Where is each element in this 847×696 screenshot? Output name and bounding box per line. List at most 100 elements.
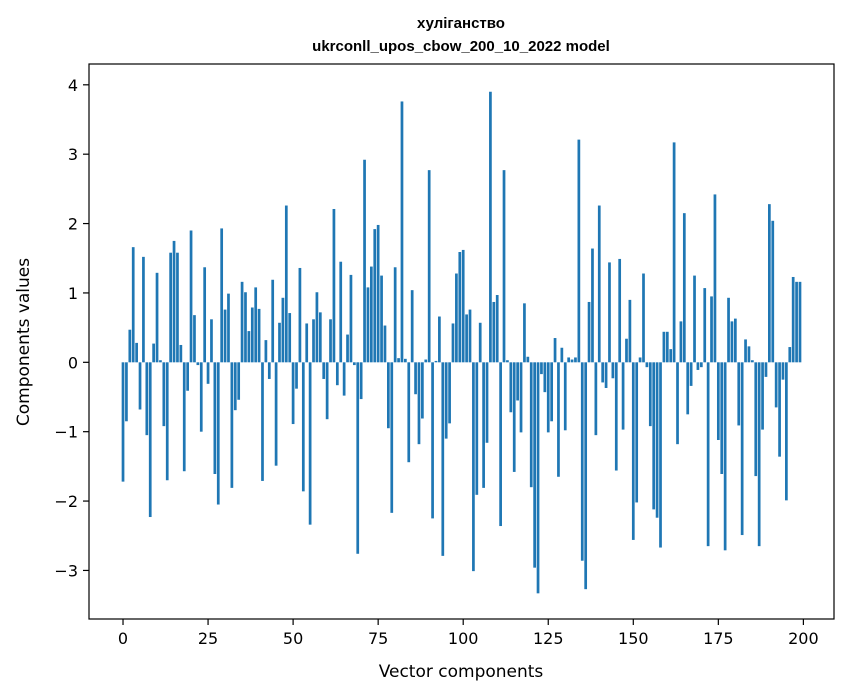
- bar: [788, 347, 792, 363]
- bar: [672, 142, 676, 363]
- bar: [621, 362, 625, 430]
- bar: [744, 339, 747, 363]
- bar: [495, 295, 499, 363]
- x-tick-label: 50: [283, 629, 303, 648]
- bar: [312, 319, 315, 363]
- x-tick-label: 100: [448, 629, 479, 648]
- bar: [400, 101, 404, 363]
- bar: [346, 334, 349, 363]
- bar: [250, 307, 254, 363]
- y-tick-label: 1: [68, 284, 78, 303]
- x-tick-label: 150: [618, 629, 649, 648]
- bar: [614, 362, 618, 471]
- bar: [659, 362, 662, 548]
- bar: [421, 362, 424, 419]
- bar: [159, 360, 162, 363]
- bar: [730, 321, 734, 363]
- bar: [281, 297, 285, 363]
- plot-frame: [88, 63, 835, 620]
- bar: [577, 139, 581, 363]
- bar: [584, 362, 588, 590]
- bar: [206, 362, 210, 384]
- bar: [642, 273, 645, 363]
- bar: [387, 362, 390, 429]
- bar: [699, 362, 703, 368]
- bar: [580, 362, 584, 561]
- bar: [540, 362, 543, 375]
- bar: [257, 308, 261, 363]
- bar: [261, 362, 264, 481]
- bar: [631, 362, 635, 540]
- y-axis-label: Components values: [14, 258, 34, 426]
- bar: [727, 297, 730, 363]
- x-axis: 0 25 50 75 100 125 150 175 200: [118, 619, 819, 648]
- y-tick-label: −3: [54, 561, 78, 580]
- bar: [441, 362, 445, 556]
- bar: [733, 318, 737, 363]
- bar: [230, 362, 234, 488]
- bar: [754, 362, 758, 477]
- bar: [781, 362, 785, 380]
- bar: [284, 205, 288, 363]
- bar: [611, 362, 615, 379]
- bar: [703, 288, 707, 363]
- bar: [465, 314, 468, 363]
- bar: [417, 362, 421, 445]
- bar: [325, 362, 329, 420]
- bar: [376, 224, 380, 363]
- bar: [747, 346, 751, 363]
- bar: [335, 362, 339, 386]
- bar: [737, 362, 741, 426]
- x-tick-label: 125: [533, 629, 564, 648]
- bar: [482, 362, 485, 488]
- bar: [560, 347, 564, 363]
- bar: [295, 362, 298, 389]
- y-tick-label: 3: [68, 145, 78, 164]
- bar: [489, 91, 492, 363]
- bar: [676, 362, 679, 445]
- bar: [176, 252, 179, 363]
- bar: [318, 312, 322, 363]
- x-tick-label: 200: [788, 629, 819, 648]
- bar: [359, 362, 363, 400]
- bar: [383, 325, 387, 363]
- bar: [404, 358, 407, 363]
- bar: [131, 247, 135, 363]
- bar: [298, 267, 302, 363]
- bar: [587, 301, 591, 363]
- bar: [529, 362, 533, 488]
- bar: [223, 309, 227, 363]
- bar: [679, 321, 683, 363]
- bar: [771, 220, 775, 363]
- bar: [203, 267, 207, 363]
- bar: [774, 362, 778, 408]
- bar: [424, 359, 428, 363]
- bar: [182, 362, 186, 472]
- bar: [233, 362, 237, 411]
- bar: [778, 362, 781, 457]
- bar: [240, 281, 244, 363]
- bar: [301, 362, 305, 492]
- bar: [686, 362, 690, 415]
- bar: [427, 170, 431, 363]
- bar: [125, 362, 128, 422]
- bar: [407, 362, 411, 463]
- bar: [536, 362, 540, 594]
- bar: [373, 229, 377, 363]
- bar: [492, 301, 496, 363]
- bar: [567, 357, 571, 363]
- bar: [390, 362, 394, 513]
- bar: [570, 359, 574, 363]
- bar: [458, 252, 462, 363]
- bar: [291, 362, 295, 425]
- bar: [768, 204, 771, 363]
- bar: [366, 287, 370, 363]
- bar: [604, 362, 608, 388]
- bar: [444, 362, 448, 439]
- bar: [438, 316, 441, 363]
- bar: [227, 293, 230, 363]
- bar: [655, 362, 659, 518]
- bar: [638, 357, 642, 363]
- bar: [563, 362, 567, 431]
